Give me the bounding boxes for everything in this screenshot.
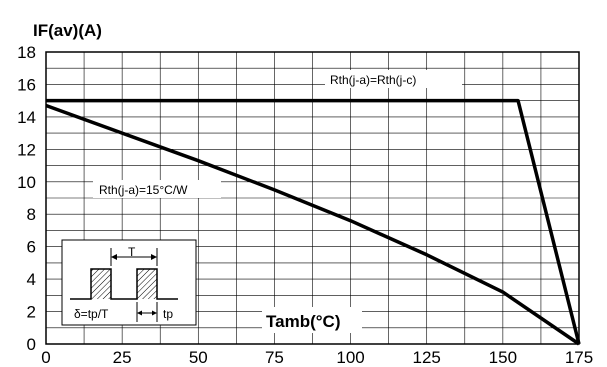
y-tick-label: 12 bbox=[17, 140, 36, 159]
x-tick-label: 175 bbox=[565, 348, 593, 367]
pulse-inset: T tp δ=tp/T bbox=[61, 239, 197, 326]
period-arrowhead-right bbox=[151, 254, 157, 260]
pulse-width-label: tp bbox=[163, 307, 173, 321]
y-tick-label: 16 bbox=[17, 75, 36, 94]
x-tick-label: 0 bbox=[41, 348, 50, 367]
pulse-2-fill bbox=[137, 269, 157, 299]
series-line-2 bbox=[45, 103, 580, 346]
y-tick-label: 0 bbox=[27, 335, 36, 354]
y-tick-label: 18 bbox=[17, 43, 36, 62]
series-2-label: Rth(j-a)=15°C/W bbox=[99, 183, 188, 197]
period-label-bg bbox=[127, 246, 139, 256]
tp-arrowhead-right bbox=[152, 310, 157, 316]
x-tick-label: 100 bbox=[336, 348, 364, 367]
y-tick-labels: 0 2 4 6 8 10 12 14 16 18 bbox=[17, 43, 36, 354]
pulse-waveform bbox=[70, 268, 178, 300]
duty-cycle-label: δ=tp/T bbox=[74, 307, 109, 321]
x-tick-label: 125 bbox=[413, 348, 441, 367]
series-lines bbox=[45, 98, 581, 346]
y-tick-label: 8 bbox=[27, 205, 36, 224]
y-tick-label: 14 bbox=[17, 108, 36, 127]
y-tick-label: 4 bbox=[27, 270, 36, 289]
series-2-label-bg bbox=[93, 180, 221, 198]
x-tick-label: 25 bbox=[113, 348, 132, 367]
plot-frame bbox=[45, 51, 580, 345]
x-axis-label: Tamb(°C) bbox=[266, 312, 340, 331]
x-axis-label-bg bbox=[262, 307, 362, 333]
series-line-1 bbox=[46, 98, 581, 345]
tp-arrowhead-left bbox=[137, 310, 142, 316]
y-tick-label: 2 bbox=[27, 303, 36, 322]
x-tick-label: 50 bbox=[189, 348, 208, 367]
x-tick-label: 75 bbox=[265, 348, 284, 367]
pulse-1-fill bbox=[91, 269, 111, 299]
series-1-label: Rth(j-a)=Rth(j-c) bbox=[330, 73, 416, 87]
series-1-label-bg bbox=[325, 70, 462, 88]
period-label: T bbox=[128, 245, 136, 259]
y-tick-label: 6 bbox=[27, 238, 36, 257]
x-tick-labels: 0 25 50 75 100 125 150 175 bbox=[41, 348, 593, 367]
period-arrowhead-left bbox=[111, 254, 117, 260]
y-tick-label: 10 bbox=[17, 173, 36, 192]
chart-title: IF(av)(A) bbox=[33, 21, 102, 40]
x-tick-label: 150 bbox=[489, 348, 517, 367]
